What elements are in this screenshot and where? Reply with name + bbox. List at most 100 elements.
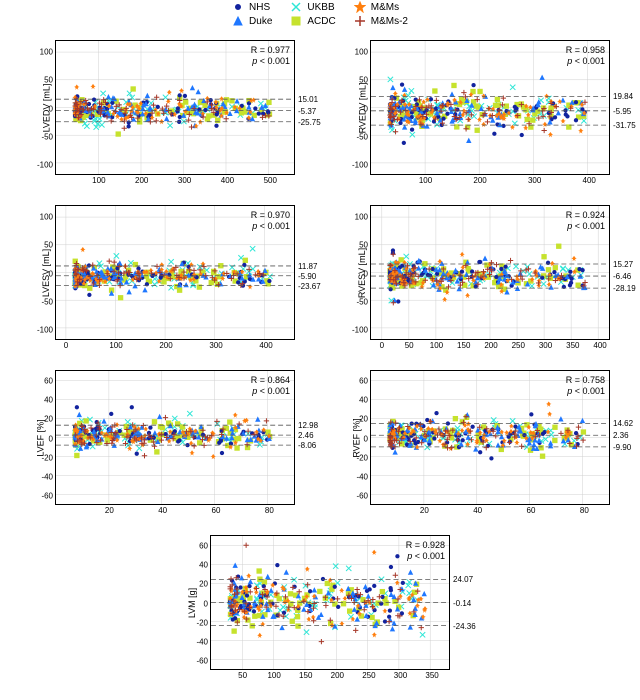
ref-line-label: 2.36 (613, 432, 629, 440)
y-tick: -40 (356, 473, 368, 482)
panel-lvedv: LVEDV [mL]R = 0.977p < 0.00115.01-5.37-2… (55, 40, 295, 175)
x-tick: 400 (582, 176, 595, 185)
x-tick: 300 (209, 341, 222, 350)
x-tick: 60 (212, 506, 221, 515)
ref-line-label: -5.37 (298, 108, 316, 116)
y-tick: 0 (204, 599, 208, 608)
legend-label: UKBB (307, 2, 334, 13)
stat-text: R = 0.977p < 0.001 (251, 45, 290, 67)
y-tick: 20 (199, 580, 208, 589)
x-tick: 150 (457, 341, 470, 350)
x-tick: 80 (580, 506, 589, 515)
ref-line-label: 2.46 (298, 432, 314, 440)
y-tick: 0 (364, 104, 368, 113)
legend-label: NHS (249, 2, 270, 13)
x-tick: 350 (425, 671, 438, 680)
x-tick: 200 (159, 341, 172, 350)
x-tick: 200 (135, 176, 148, 185)
y-tick: 50 (359, 241, 368, 250)
ref-line-label: 12.98 (298, 422, 318, 430)
ref-line-label: 15.01 (298, 96, 318, 104)
y-tick: 100 (40, 213, 53, 222)
y-tick: -100 (352, 325, 368, 334)
y-tick: -20 (41, 453, 53, 462)
ref-line-label: -28.19 (613, 285, 636, 293)
x-tick: 400 (221, 176, 234, 185)
x-tick: 300 (394, 671, 407, 680)
x-tick: 300 (528, 176, 541, 185)
legend-marker-mms2 (355, 16, 365, 26)
y-tick: 100 (355, 48, 368, 57)
ref-line-label: 19.84 (613, 93, 633, 101)
x-tick: 400 (259, 341, 272, 350)
ref-line-label: -24.36 (453, 623, 476, 631)
panel-lvef: LVEF [%]R = 0.864p < 0.00112.982.46-8.06… (55, 370, 295, 505)
panel-rvef: RVEF [%]R = 0.758p < 0.00114.622.36-9.90… (370, 370, 610, 505)
y-tick: 0 (364, 269, 368, 278)
stat-text: R = 0.924p < 0.001 (566, 210, 605, 232)
x-tick: 20 (420, 506, 429, 515)
x-tick: 500 (264, 176, 277, 185)
x-tick: 0 (380, 341, 384, 350)
stat-text: R = 0.928p < 0.001 (406, 540, 445, 562)
x-tick: 250 (512, 341, 525, 350)
x-tick: 100 (92, 176, 105, 185)
y-tick: -100 (352, 160, 368, 169)
panel-rvesv: RVESV [mL]R = 0.924p < 0.00115.27-6.46-2… (370, 205, 610, 340)
x-tick: 20 (105, 506, 114, 515)
x-tick: 300 (178, 176, 191, 185)
y-tick: -100 (37, 325, 53, 334)
ref-line-label: -9.90 (613, 444, 631, 452)
y-tick: 60 (199, 541, 208, 550)
y-tick: -20 (356, 453, 368, 462)
stat-text: R = 0.958p < 0.001 (566, 45, 605, 67)
x-tick: 200 (473, 176, 486, 185)
x-tick: 200 (331, 671, 344, 680)
stat-text: R = 0.970p < 0.001 (251, 210, 290, 232)
legend-label: ACDC (307, 16, 335, 27)
y-tick: 60 (44, 376, 53, 385)
y-tick: -20 (196, 618, 208, 627)
legend-marker-duke (234, 17, 242, 25)
ref-line-label: -6.46 (613, 273, 631, 281)
y-tick: 0 (49, 269, 53, 278)
x-tick: 250 (362, 671, 375, 680)
stat-text: R = 0.864p < 0.001 (251, 375, 290, 397)
y-tick: -60 (196, 657, 208, 666)
x-tick: 300 (539, 341, 552, 350)
y-tick: 0 (364, 434, 368, 443)
ref-line-label: 14.62 (613, 420, 633, 428)
ref-line-label: -31.75 (613, 122, 636, 130)
y-tick: 0 (49, 104, 53, 113)
x-tick: 40 (158, 506, 167, 515)
y-tick: 40 (199, 560, 208, 569)
x-tick: 350 (566, 341, 579, 350)
panel-rvedv: RVEDV [mL]R = 0.958p < 0.00119.84-5.95-3… (370, 40, 610, 175)
y-tick: 50 (44, 76, 53, 85)
y-tick: 50 (359, 76, 368, 85)
y-tick: -100 (37, 160, 53, 169)
y-axis-label: LVEF [%] (36, 419, 46, 456)
y-tick: -50 (41, 132, 53, 141)
x-tick: 150 (299, 671, 312, 680)
ref-line-label: -8.06 (298, 442, 316, 450)
x-tick: 60 (527, 506, 536, 515)
ref-line-label: -25.75 (298, 119, 321, 127)
y-tick: 60 (359, 376, 368, 385)
y-axis-label: RVEF [%] (352, 418, 362, 457)
y-tick: 100 (40, 48, 53, 57)
panel-lvm: LVM [g]R = 0.928p < 0.00124.07-0.14-24.3… (210, 535, 450, 670)
y-tick: -40 (41, 473, 53, 482)
legend-marker-nhs (236, 5, 241, 10)
ref-line-label: 24.07 (453, 576, 473, 584)
x-tick: 200 (484, 341, 497, 350)
y-tick: 50 (44, 241, 53, 250)
legend: NHS Duke UKBB ACDC M&Ms M&Ms-2 (0, 0, 640, 32)
legend-marker-mms (355, 2, 365, 12)
ref-line-label: -23.67 (298, 283, 321, 291)
stat-text: R = 0.758p < 0.001 (566, 375, 605, 397)
y-tick: 40 (359, 395, 368, 404)
x-tick: 100 (109, 341, 122, 350)
y-tick: -60 (41, 492, 53, 501)
y-tick: 40 (44, 395, 53, 404)
